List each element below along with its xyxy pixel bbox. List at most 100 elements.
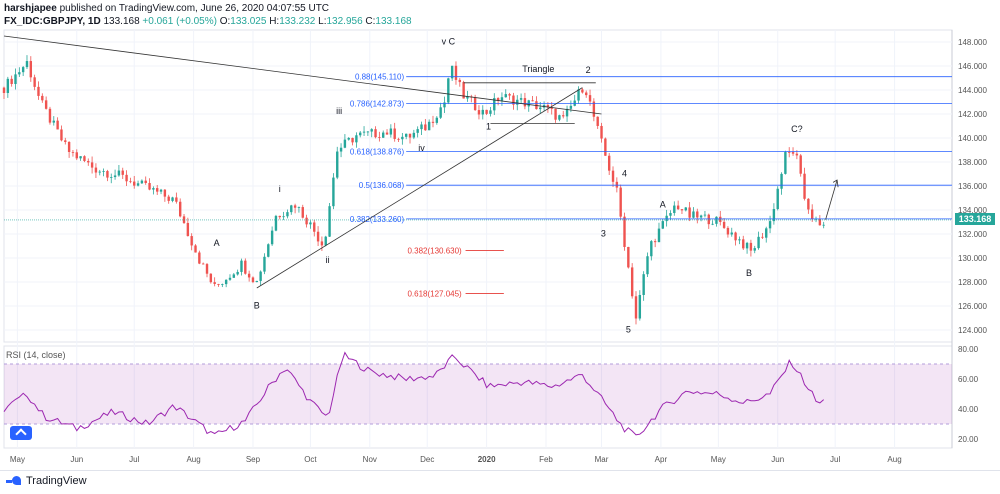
candle-body: [33, 77, 36, 87]
candle-body: [136, 183, 140, 186]
candle-body: [401, 136, 404, 140]
candle-body: [761, 236, 764, 238]
time-tick-label: Jun: [70, 455, 83, 464]
open-value: 133.025: [230, 16, 267, 27]
price-tick-label: 132.000: [958, 230, 987, 239]
fib-red-label: 0.618(127.045): [407, 289, 462, 298]
candle-body: [508, 94, 511, 96]
candle-body: [795, 153, 799, 156]
time-tick-label: Aug: [887, 455, 901, 464]
candle-body: [251, 277, 255, 283]
open-label: O:: [219, 16, 231, 27]
candle-body: [696, 211, 699, 218]
candle-body: [772, 209, 776, 222]
candle-body: [531, 100, 534, 102]
candle-body: [309, 222, 312, 225]
trend-line: [256, 87, 583, 289]
candle-body: [178, 201, 182, 217]
candle-body: [336, 151, 339, 178]
current-price-tag: 133.168: [955, 213, 995, 225]
rsi-band: [4, 364, 952, 424]
candle-body: [684, 207, 687, 211]
candle-body: [152, 188, 155, 190]
candle-body: [554, 108, 557, 120]
price-change: +0.061 (+0.05%): [142, 16, 217, 27]
candle-body: [619, 187, 622, 217]
low-value: 132.956: [326, 16, 363, 27]
candle-body: [600, 125, 603, 139]
rsi-tick-label: 80.00: [958, 345, 979, 354]
candle-body: [274, 215, 278, 231]
wave-label: B: [254, 300, 260, 310]
rsi-tick-label: 60.00: [958, 375, 979, 384]
publish-info: harshjapee published on TradingView.com,…: [4, 3, 329, 14]
candle-body: [52, 120, 55, 123]
candle-body: [730, 232, 733, 235]
candle-body: [638, 294, 642, 319]
candle-body: [343, 139, 347, 148]
price-tick-label: 134.000: [958, 206, 987, 215]
candle-body: [366, 131, 370, 133]
wave-label: 5: [626, 324, 631, 334]
candle-body: [382, 132, 385, 138]
fib-level-label: 0.88(145.110): [355, 73, 405, 82]
candle-body: [466, 96, 469, 99]
candle-body: [707, 214, 710, 225]
candle-body: [282, 216, 285, 218]
price-chart[interactable]: 124.000 126.000 128.000 130.000 132.000 134.0…: [0, 0, 1000, 470]
close-value: 133.168: [375, 16, 412, 27]
close-label: C:: [365, 16, 376, 27]
candle-body: [378, 137, 381, 138]
candle-body: [41, 95, 44, 101]
time-tick-label: Sep: [246, 455, 261, 464]
candle-body: [244, 260, 247, 274]
candle-body: [688, 207, 691, 218]
candle-body: [427, 121, 431, 131]
price-tick-label: 124.000: [958, 326, 987, 335]
candle-body: [424, 124, 427, 131]
candle-body: [270, 230, 274, 245]
candle-body: [129, 181, 132, 183]
time-tick-label: Jul: [830, 455, 840, 464]
time-tick-label: Dec: [420, 455, 434, 464]
candle-body: [171, 197, 174, 201]
candle-body: [397, 138, 400, 140]
candle-body: [546, 105, 550, 108]
price-tick-label: 140.000: [958, 134, 987, 143]
candle-body: [734, 232, 737, 241]
candle-body: [148, 183, 151, 190]
fib-level-label: 0.618(138.876): [350, 147, 405, 156]
candle-body: [634, 296, 638, 319]
wave-label: iii: [336, 106, 342, 116]
candle-body: [592, 101, 596, 117]
candle-body: [71, 151, 75, 153]
candle-body: [156, 188, 159, 192]
candle-body: [462, 82, 465, 99]
candle-body: [768, 221, 772, 229]
fib-level-label: 0.382(133.260): [350, 215, 405, 224]
candle-body: [29, 61, 33, 78]
wave-label: C?: [791, 124, 803, 134]
time-tick-label: Oct: [304, 455, 317, 464]
candle-body: [539, 107, 542, 110]
candle-body: [408, 133, 412, 138]
candle-body: [194, 245, 197, 253]
candle-body: [711, 223, 714, 225]
candle-body: [646, 256, 649, 275]
fib-level-label: 0.5(136.068): [359, 181, 405, 190]
candle-body: [374, 129, 377, 138]
time-tick-label: May: [711, 455, 726, 464]
candle-body: [247, 273, 251, 278]
candle-body: [749, 242, 753, 251]
chart-icon[interactable]: [10, 426, 32, 440]
candle-body: [485, 109, 488, 114]
candle-body: [328, 206, 331, 237]
rsi-tick-label: 20.00: [958, 435, 979, 444]
candle-body: [48, 108, 52, 123]
candle-body: [581, 89, 584, 93]
candle-body: [665, 215, 668, 222]
candle-body: [611, 170, 615, 182]
tradingview-logo[interactable]: TradingView: [6, 475, 87, 487]
price-tick-label: 148.000: [958, 38, 987, 47]
candle-body: [412, 132, 416, 138]
